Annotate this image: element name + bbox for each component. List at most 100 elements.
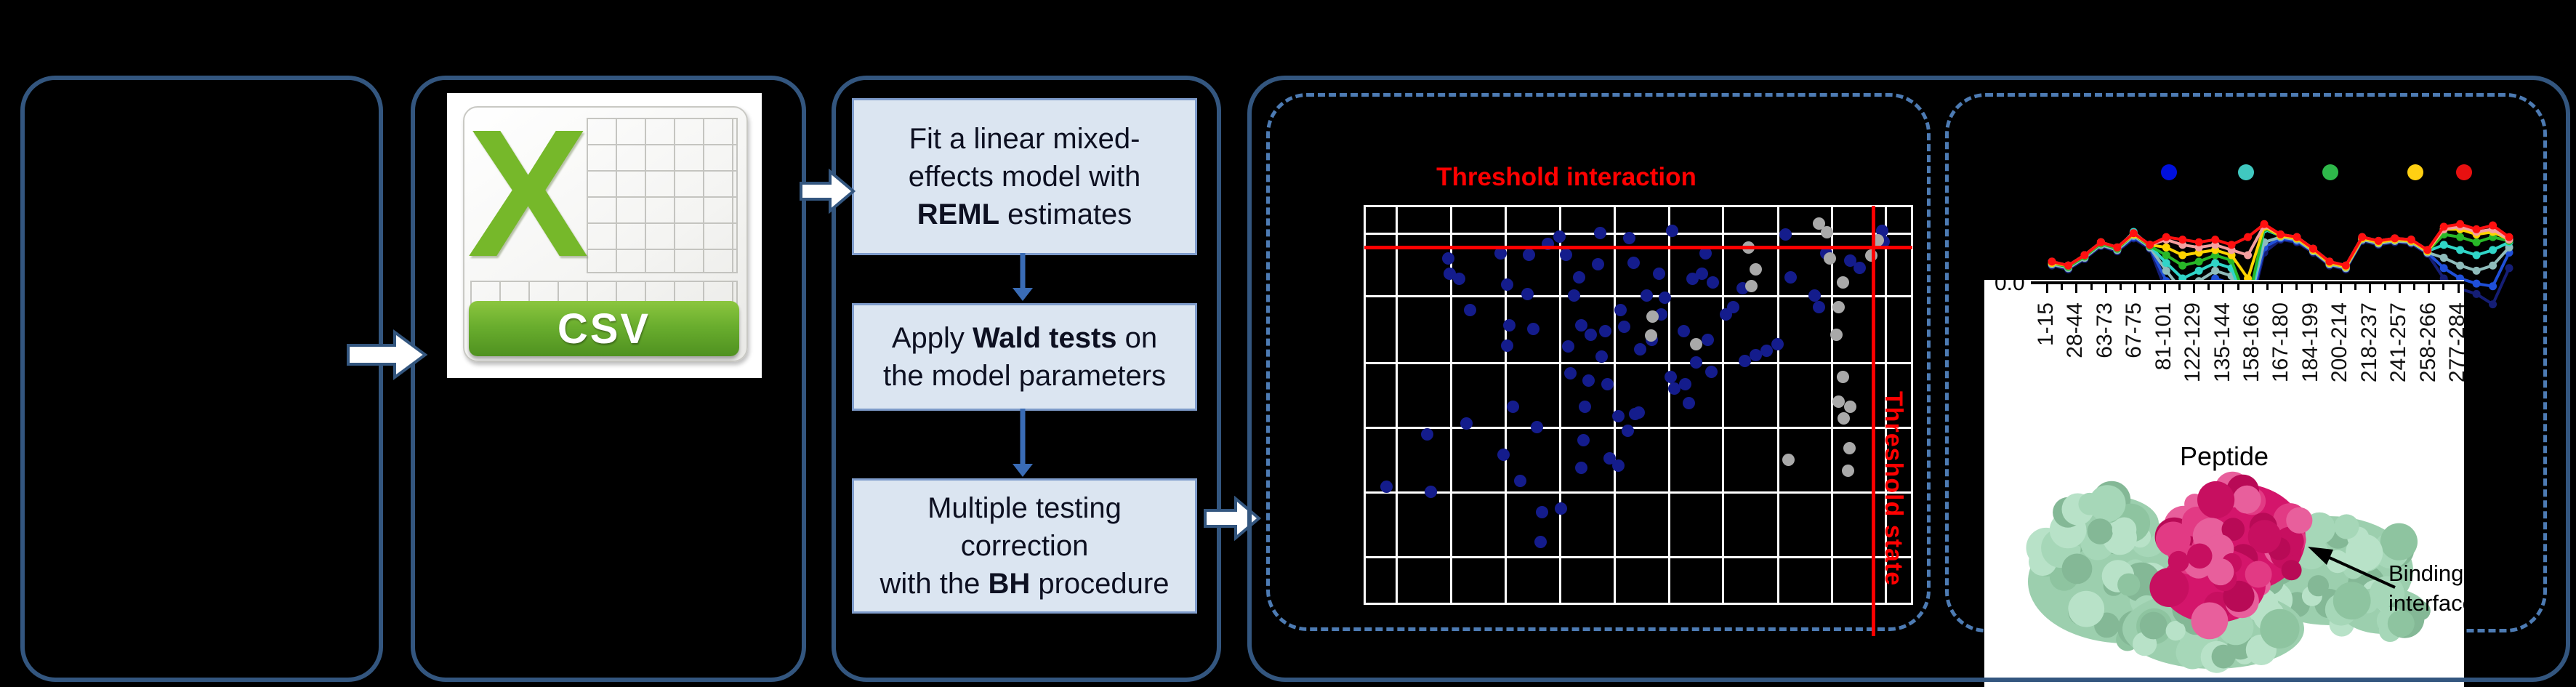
scatter-point [1573,270,1586,284]
line-marker [2423,246,2432,254]
gridline [1830,207,1833,603]
scatter-point [1842,464,1854,477]
gridline [1366,426,1911,429]
step-text-line: the model parameters [882,360,1167,392]
scatter-point [1593,226,1606,239]
scatter-point [1704,365,1718,378]
line-marker [2162,259,2170,268]
scatter-point [1844,254,1856,267]
scatter-point [1836,276,1849,289]
scatter-point [1823,252,1836,265]
axis-tick [2061,284,2064,290]
line-marker [2489,261,2497,270]
scatter-point [1501,278,1514,292]
scatter-point [1595,350,1608,363]
line-marker [2325,257,2334,266]
gridline [1504,207,1507,603]
scatter-point [1526,323,1539,335]
y-axis-tick-label: 0.0 [1995,280,2025,295]
scatter-point [1812,217,1825,230]
scatter-point [1612,459,1625,473]
protein-surface-bump [2139,611,2168,640]
axis-tick [2222,284,2225,293]
arrow-down-icon [1013,253,1033,301]
line-marker [2439,264,2448,273]
line-marker [2096,238,2105,246]
gridline [1776,207,1779,603]
protein-surface-bump [2281,560,2302,581]
protein-surface-bump [2387,610,2415,638]
axis-tick [2075,284,2078,293]
scatter-point [1678,378,1691,391]
protein-surface-bump [2232,485,2261,514]
scatter-point [1633,406,1645,419]
axis-label-258-266: 258-266 [2415,302,2440,383]
scatter-point [1664,371,1677,384]
scatter-point [1808,289,1822,302]
scatter-point [1749,348,1762,361]
step-fit-lmm: Fit a linear mixed-effects model with REM… [852,98,1197,255]
line-marker [2211,236,2220,244]
axis-label-135-144: 135-144 [2210,302,2234,383]
scatter-point [1844,401,1856,414]
axis-tick [2237,284,2239,290]
line-marker [2178,251,2187,260]
gridline [1366,556,1911,559]
scatter-point [1843,442,1856,455]
scatter-point [1832,300,1846,313]
scatter-point [1652,267,1665,280]
protein-surface-bump [2175,635,2210,670]
scatter-point [1622,425,1634,438]
protein-surface-bump [2165,621,2186,641]
legend-dot-icon [2407,164,2423,180]
axis-label-241-257: 241-257 [2386,302,2411,383]
gridline [1885,207,1887,603]
csv-file-image: X CSV [447,92,762,378]
axis-label-218-237: 218-237 [2356,302,2381,383]
axis-tick [2325,284,2327,290]
panel-input-box [20,76,383,682]
axis-label-184-199: 184-199 [2298,302,2322,383]
line-marker [2277,230,2285,239]
protein-surface-bump [2221,518,2245,541]
line-marker [2489,282,2497,291]
protein-surface-bump [2380,523,2418,561]
axis-tick [2207,284,2210,290]
legend-dot-icon [2161,164,2177,180]
axis-tick [2163,284,2166,293]
scatter-point [1521,287,1534,300]
step-text-line: Fit a linear mixed- [909,123,1140,155]
line-marker [2146,241,2154,249]
scatter-point [1560,249,1573,262]
scatter-point [1601,378,1614,391]
scatter-point [1838,412,1850,425]
axis-tick [2104,284,2107,293]
protein-surface-bump [2197,481,2235,519]
excel-x-icon: X [467,92,589,294]
arrow-right-icon [800,169,856,214]
line-marker [2211,259,2220,268]
spreadsheet-cells [587,118,738,273]
line-marker [2456,261,2465,270]
csv-banner: CSV [469,301,739,356]
scatter-point [1634,343,1647,356]
panel-scatter-dashed-box [1266,93,1931,631]
gridline [1366,232,1911,235]
arrow-down-icon [1013,409,1033,477]
axis-tick [2149,284,2152,290]
scatter-point [1494,246,1507,260]
scatter-point [1677,324,1690,337]
scatter-point [1578,401,1591,414]
axis-label-122-129: 122-129 [2181,302,2205,383]
line-marker [2456,233,2465,241]
scatter-point [1463,304,1476,317]
protein-surface-bump [2247,520,2282,554]
scatter-point [1502,319,1516,332]
scatter-point [1760,345,1774,358]
axis-label-167-180: 167-180 [2269,302,2293,383]
scatter-point [1506,401,1519,414]
axis-label-158-166: 158-166 [2239,302,2263,383]
line-marker [2456,246,2465,254]
line-marker [2456,220,2465,228]
